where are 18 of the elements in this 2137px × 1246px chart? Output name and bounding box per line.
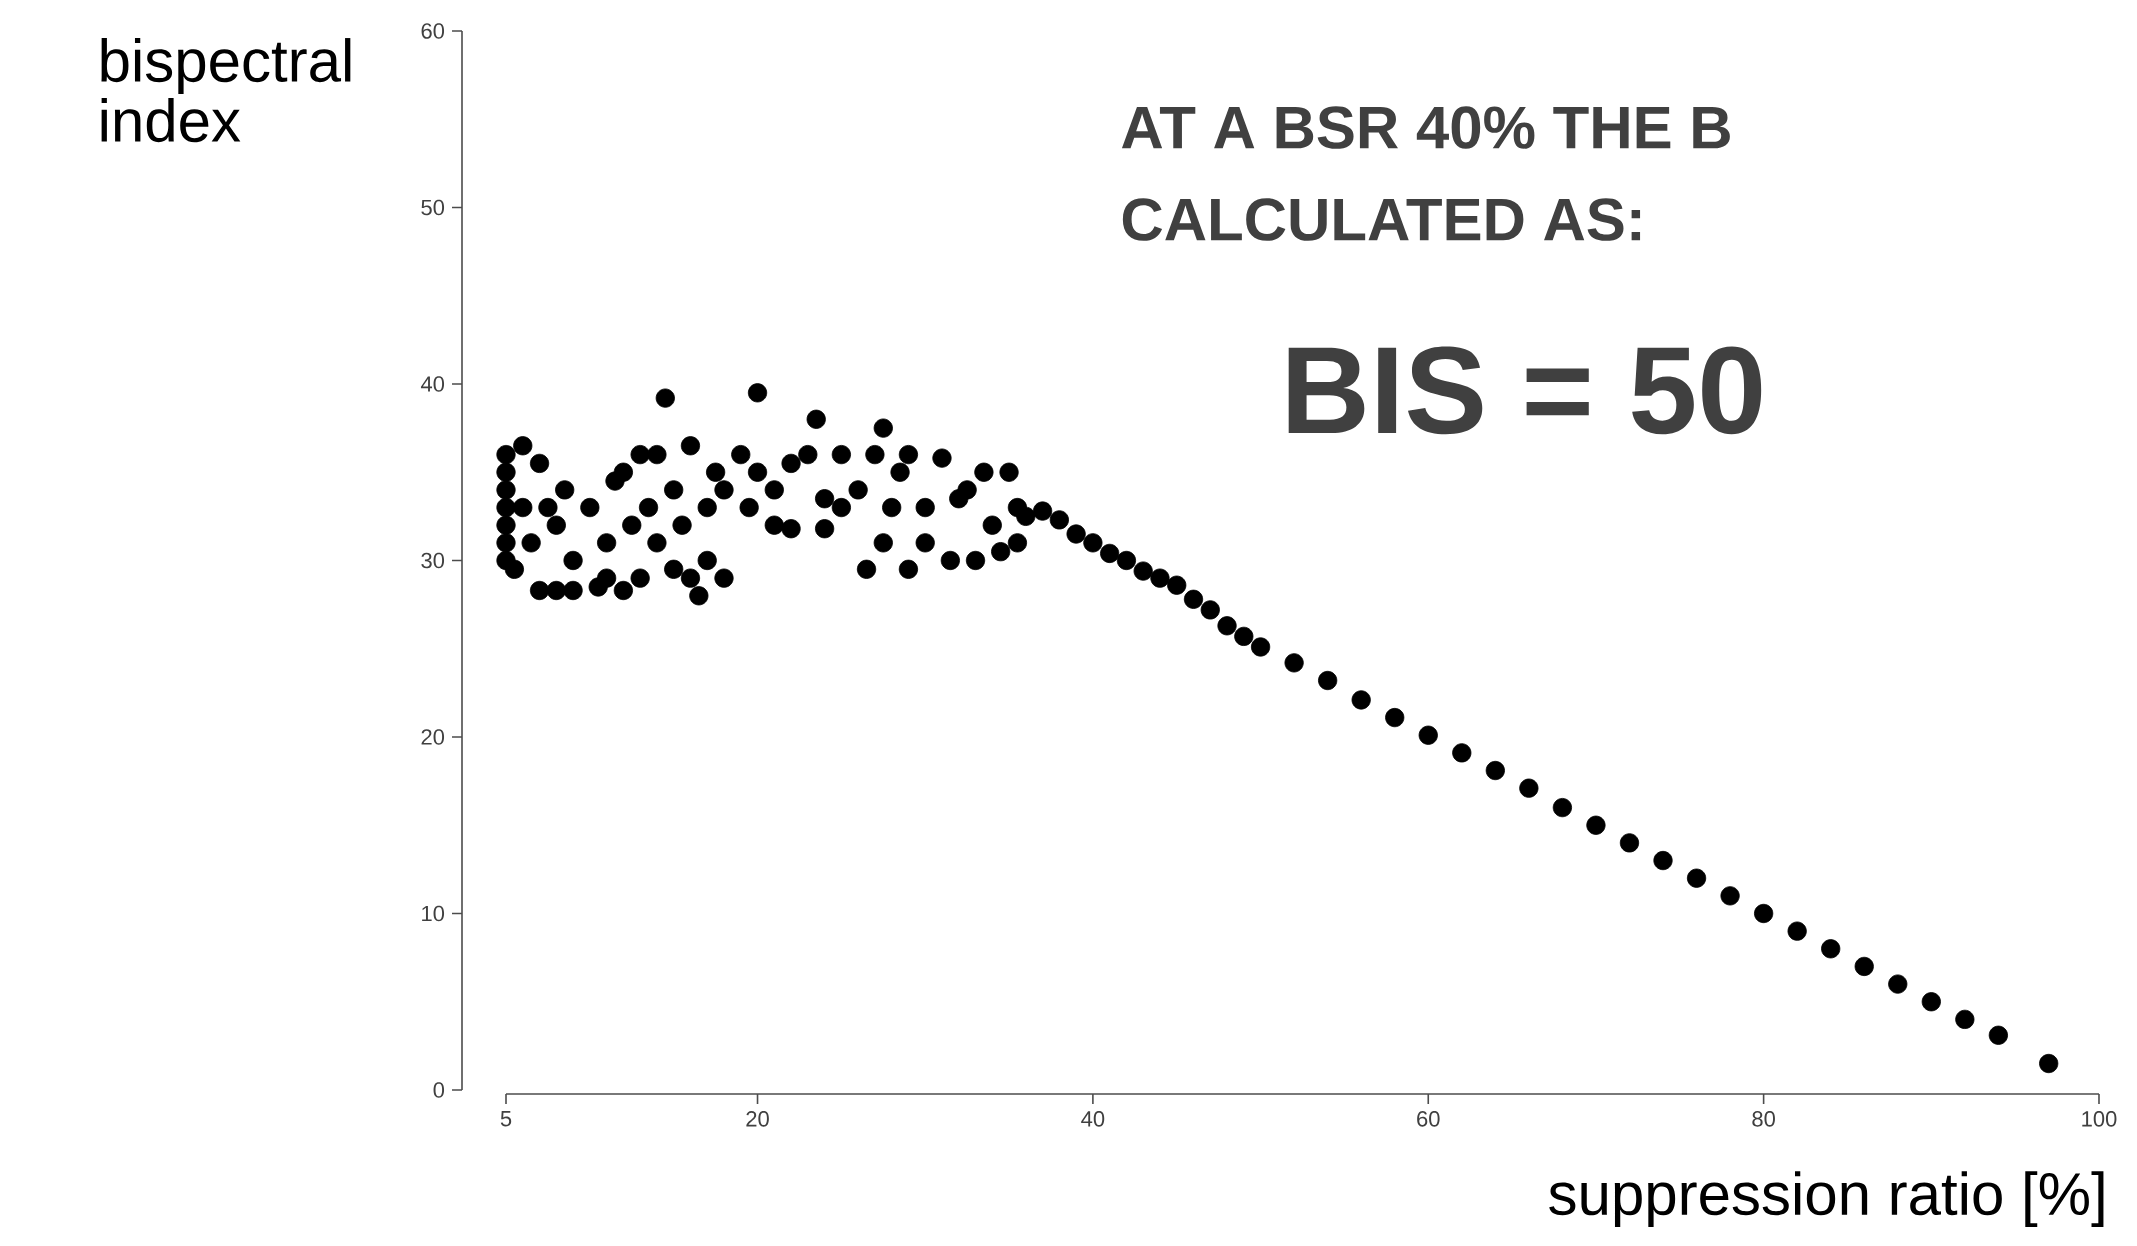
annotation: AT A BSR 40% THE B [1121, 106, 1730, 149]
y-tick-label: 0 [433, 1082, 445, 1098]
x-tick-label: 80 [1752, 1111, 1775, 1127]
y-tick-label: 60 [421, 23, 445, 39]
annotation: BIS = 50 [1288, 346, 1762, 435]
x-tick-label: 60 [1417, 1111, 1440, 1127]
y-tick-label: 20 [421, 729, 445, 745]
x-tick-label: 100 [2082, 1111, 2117, 1127]
y-tick-label: 40 [420, 376, 445, 392]
x-tick-label: 20 [746, 1111, 769, 1127]
annotation: CALCULATED AS: [1122, 198, 1641, 241]
y-axis-title: bispectral index [101, 38, 351, 143]
y-tick-label: 50 [421, 199, 445, 216]
y-tick-label: 10 [422, 905, 445, 922]
x-tick-label: 5 [500, 1111, 512, 1127]
x-axis-title: suppression ratio [%] [1549, 1171, 2104, 1228]
x-tick-label: 40 [1081, 1111, 1105, 1127]
y-tick-label: 30 [421, 552, 445, 569]
